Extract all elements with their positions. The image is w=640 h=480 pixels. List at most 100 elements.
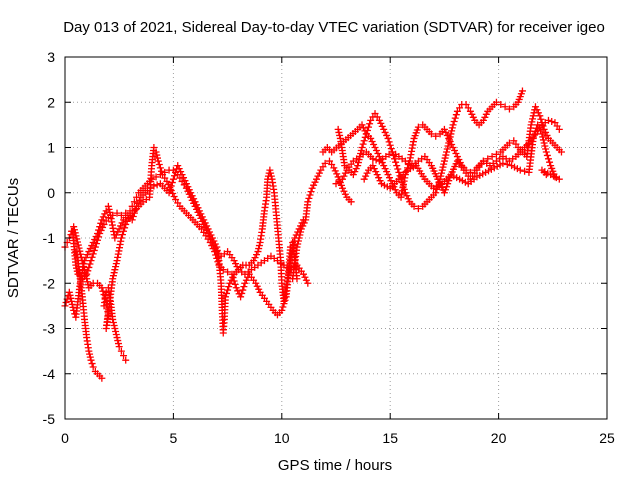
data-point [304,279,312,287]
data-point [100,291,108,299]
data-point [403,192,411,200]
data-point [375,153,383,161]
data-point [94,229,102,237]
data-point [442,128,450,136]
data-point [462,166,470,174]
data-point [354,162,362,170]
data-point [80,262,88,270]
y-tick-label: -3 [43,321,56,337]
y-tick-label: 3 [47,49,55,65]
data-point [380,125,388,133]
data-point [384,134,392,142]
data-point [98,284,106,292]
data-point [118,219,126,227]
data-point [95,226,103,234]
data-point [113,209,121,217]
data-point [492,150,500,158]
data-point [175,165,183,173]
data-point [174,162,182,170]
data-point [281,296,289,304]
data-point [533,106,541,114]
data-point [366,120,374,128]
data-point [442,151,450,159]
data-point [86,245,94,253]
data-point [448,140,456,148]
data-point [447,130,455,138]
data-point [310,181,318,189]
data-point [74,241,82,249]
data-point [180,174,188,182]
data-point [80,266,88,274]
data-point [404,195,412,203]
data-point [441,186,449,194]
data-point [396,172,404,180]
data-point [96,223,104,231]
data-point [441,154,449,162]
data-point [446,137,454,145]
data-point [214,258,222,266]
data-point [384,171,392,179]
data-point [97,219,105,227]
data-point [224,286,232,294]
data-point [386,141,394,149]
data-point [456,159,464,167]
x-tick-label: 15 [382,430,398,446]
data-point [542,148,550,156]
data-point [152,173,160,181]
data-point [170,193,178,201]
data-point [154,157,162,165]
data-point [359,140,367,148]
data-point [238,289,246,297]
data-point [112,263,120,271]
data-point [440,189,448,197]
data-point [349,171,357,179]
data-point [117,347,125,355]
data-point [70,226,78,234]
y-tick-label: 0 [47,185,55,201]
data-point [548,117,556,125]
data-point [439,163,447,171]
data-point [86,353,94,361]
data-point [537,127,545,135]
data-point [331,167,339,175]
data-point [279,303,287,311]
data-point [122,356,130,364]
data-point [445,136,453,144]
data-point [381,128,389,136]
data-point [311,178,319,186]
data-point [109,275,117,283]
data-point [251,254,259,262]
data-point [370,140,378,148]
data-point [87,257,95,265]
data-point [253,251,261,259]
data-point [383,168,391,176]
data-point [239,286,247,294]
data-point [336,131,344,139]
data-point [230,257,238,265]
data-point [501,103,509,111]
data-point [440,160,448,168]
data-point [360,137,368,145]
data-point [302,276,310,284]
data-point [535,124,543,132]
data-point [341,190,349,198]
data-point [83,275,91,283]
data-point [542,171,550,179]
data-point [340,187,348,195]
data-point [530,131,538,139]
data-point [449,144,457,151]
data-point [77,253,85,261]
data-point [529,112,537,120]
data-point [306,191,314,199]
data-point [443,145,451,153]
data-point [168,179,176,187]
data-point [193,201,201,209]
data-point [169,190,177,198]
data-point [66,291,74,299]
data-point [378,159,386,167]
data-point [503,160,511,168]
data-point [540,139,548,147]
data-point [516,166,524,174]
data-point [531,128,539,136]
data-point [267,169,275,177]
